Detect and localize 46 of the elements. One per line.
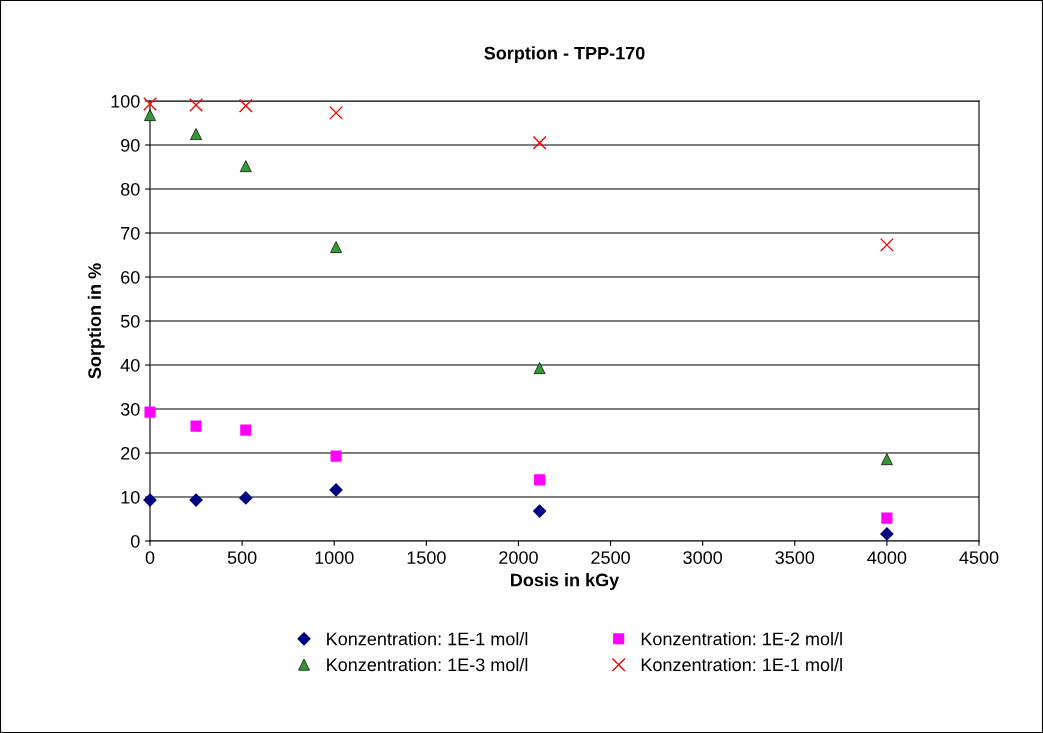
point xyxy=(189,493,203,507)
y-tick-label: 90 xyxy=(121,138,140,152)
legend-label: Konzentration: 1E-2 mol/l xyxy=(641,632,842,646)
x-tick-label: 2500 xyxy=(591,551,630,564)
chart-title: Sorption - TPP-170 xyxy=(484,46,645,64)
point xyxy=(239,491,253,505)
point xyxy=(330,450,342,462)
point xyxy=(238,98,253,113)
x-tick-label: 0 xyxy=(145,551,155,564)
point xyxy=(533,504,547,518)
y-tick-label: 0 xyxy=(130,534,140,548)
y-tick-label: 50 xyxy=(120,314,140,328)
point xyxy=(532,135,547,150)
point xyxy=(329,105,344,120)
legend-label: Konzentration: 1E-1 mol/l xyxy=(641,657,842,672)
y-tick-label: 80 xyxy=(120,182,140,196)
y-tick-label: 30 xyxy=(120,402,140,416)
x-tick-label: 1500 xyxy=(407,551,446,564)
point xyxy=(144,406,156,418)
x-tick-label: 4000 xyxy=(867,551,907,564)
x-tick-label: 3500 xyxy=(775,551,815,564)
point xyxy=(240,424,252,436)
x-axis-title: Dosis in kGy xyxy=(511,573,620,590)
x-tick-label: 3000 xyxy=(683,551,723,564)
point xyxy=(143,493,157,507)
point xyxy=(881,512,893,524)
x-tick-label: 500 xyxy=(227,551,257,564)
x-tick-label: 2000 xyxy=(499,551,538,564)
point xyxy=(143,97,157,112)
y-tick-label: 40 xyxy=(120,358,140,372)
y-tick-label: 60 xyxy=(121,270,140,284)
point xyxy=(879,237,894,252)
y-axis-title: Sorption in % xyxy=(87,263,105,379)
y-tick-label: 70 xyxy=(121,226,140,240)
x-tick-label: 1000 xyxy=(315,551,354,564)
legend-label: Konzentration: 1E-1 mol/l xyxy=(327,632,528,646)
x-tick-label: 4500 xyxy=(959,551,999,564)
y-tick-label: 20 xyxy=(121,446,140,460)
point xyxy=(880,527,894,541)
point xyxy=(534,474,546,486)
y-tick-label: 10 xyxy=(121,490,140,504)
point xyxy=(189,98,204,112)
legend-label: Konzentration: 1E-3 mol/l xyxy=(327,657,528,672)
y-tick-label: 100 xyxy=(111,94,140,108)
point xyxy=(190,420,202,432)
point xyxy=(329,483,343,497)
